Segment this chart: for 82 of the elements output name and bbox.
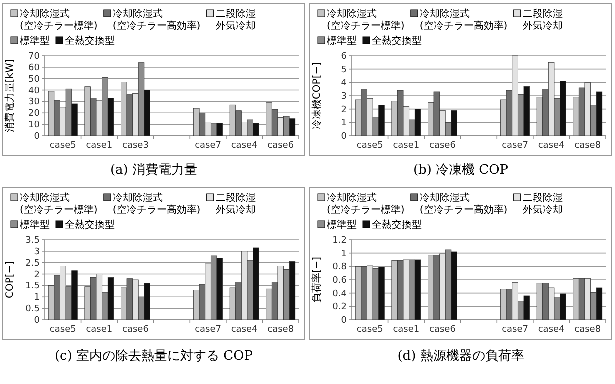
text: (b) 冷凍機 COP: [413, 163, 509, 178]
legend-label: 二段除湿外気冷却: [216, 8, 256, 32]
y-tick-label: 1: [34, 293, 40, 304]
legend-label: 全熱交換型: [65, 35, 115, 47]
y-tick-label: 40: [28, 86, 40, 96]
y-tick-label: 20: [28, 109, 40, 120]
legend-label: 二段除湿外気冷却: [522, 192, 563, 216]
y-tick-label: 0: [341, 132, 348, 142]
y-axis-title: 負荷率[−]: [311, 256, 323, 304]
x-tick-label: case6: [430, 141, 456, 151]
legend-label: 冷却除湿式 (空冷チラー標準): [327, 192, 405, 216]
x-tick-label: case8: [574, 325, 602, 335]
legend-label: 冷却除湿式 (空冷チラー高効率): [112, 8, 201, 32]
legend-label: 標準型: [20, 219, 50, 231]
y-tick-label: 1: [341, 118, 347, 129]
x-tick-label: case4: [538, 141, 566, 151]
legend-label: 冷却除湿式 (空冷チラー高効率): [420, 192, 508, 216]
y-tick-label: 0: [34, 316, 40, 326]
y-tick-label: 10: [28, 120, 40, 131]
y-tick-label: 1.2: [332, 236, 347, 246]
legend-label: 全熱交換型: [372, 219, 422, 231]
legend-label: 二段除湿外気冷却: [522, 8, 563, 32]
y-tick-label: 0.2: [332, 302, 347, 313]
y-tick-label: 0.5: [26, 304, 40, 315]
x-tick-label: case6: [122, 325, 150, 335]
x-tick-label: case1: [86, 325, 113, 335]
x-tick-label: case5: [50, 141, 76, 151]
x-tick-label: case7: [195, 325, 222, 335]
y-tick-label: 60: [28, 63, 40, 74]
x-tick-label: case5: [50, 325, 76, 335]
y-tick-label: 0: [341, 316, 348, 326]
y-axis-title: 消費電力量[kW]: [4, 59, 16, 133]
legend-label: 冷却除湿式 (空冷チラー高効率): [420, 8, 508, 32]
y-tick-label: 2: [341, 105, 347, 116]
y-tick-label: 2.5: [26, 258, 40, 269]
legend-label: 標準型: [327, 219, 357, 231]
x-tick-label: case7: [502, 141, 528, 151]
y-tick-label: 6: [341, 52, 348, 62]
y-tick-label: 30: [28, 98, 40, 108]
x-tick-label: case7: [195, 141, 222, 151]
y-tick-label: 0.6: [332, 276, 348, 286]
x-tick-label: case5: [356, 325, 384, 335]
x-tick-label: case4: [231, 325, 258, 335]
y-tick-label: 4: [341, 78, 348, 89]
x-tick-label: case4: [231, 141, 258, 151]
legend-label: 二段除湿外気冷却: [216, 192, 256, 216]
y-tick-label: 0.4: [332, 289, 348, 300]
legend-label: 標準型: [20, 35, 50, 47]
y-tick-label: 1.5: [26, 282, 40, 292]
x-tick-label: case1: [393, 141, 420, 151]
y-tick-label: 5: [341, 65, 347, 76]
text: (a) 消費電力量: [110, 163, 198, 178]
x-tick-label: case5: [356, 141, 384, 151]
y-tick-label: 0: [34, 132, 40, 142]
x-tick-label: case7: [502, 325, 528, 335]
legend-label: 全熱交換型: [65, 219, 115, 231]
x-tick-label: case6: [268, 141, 294, 151]
y-tick-label: 70: [28, 52, 40, 62]
y-tick-label: 50: [28, 74, 40, 85]
y-axis-title: 冷凍機COP[−]: [311, 62, 323, 130]
legend-label: 冷却除湿式 (空冷チラー標準): [20, 8, 98, 32]
x-tick-label: case8: [268, 325, 294, 335]
x-tick-label: case4: [538, 325, 566, 335]
x-tick-label: case6: [430, 325, 456, 335]
legend-label: 冷却除湿式 (空冷チラー標準): [20, 192, 98, 216]
text: (d) 熱源機器の負荷率: [398, 348, 524, 364]
legend-label: 標準型: [327, 35, 357, 47]
y-tick-label: 2: [34, 270, 40, 280]
legend-label: 冷却除湿式 (空冷チラー高効率): [112, 192, 201, 216]
x-tick-label: case1: [86, 141, 113, 151]
y-tick-label: 3: [341, 92, 347, 102]
legend-label: 冷却除湿式 (空冷チラー標準): [327, 8, 405, 32]
y-tick-label: 3.5: [26, 236, 40, 246]
x-tick-label: case1: [393, 325, 420, 335]
y-tick-label: 1: [341, 249, 347, 260]
legend-label: 全熱交換型: [372, 35, 422, 47]
text: (c) 室内の除去熱量に対する COP: [54, 348, 254, 364]
x-tick-label: case8: [574, 141, 602, 151]
y-tick-label: 3: [34, 247, 40, 258]
y-tick-label: 0.8: [332, 262, 348, 273]
y-axis-title: COP[−]: [5, 261, 16, 299]
x-tick-label: case3: [122, 141, 149, 151]
